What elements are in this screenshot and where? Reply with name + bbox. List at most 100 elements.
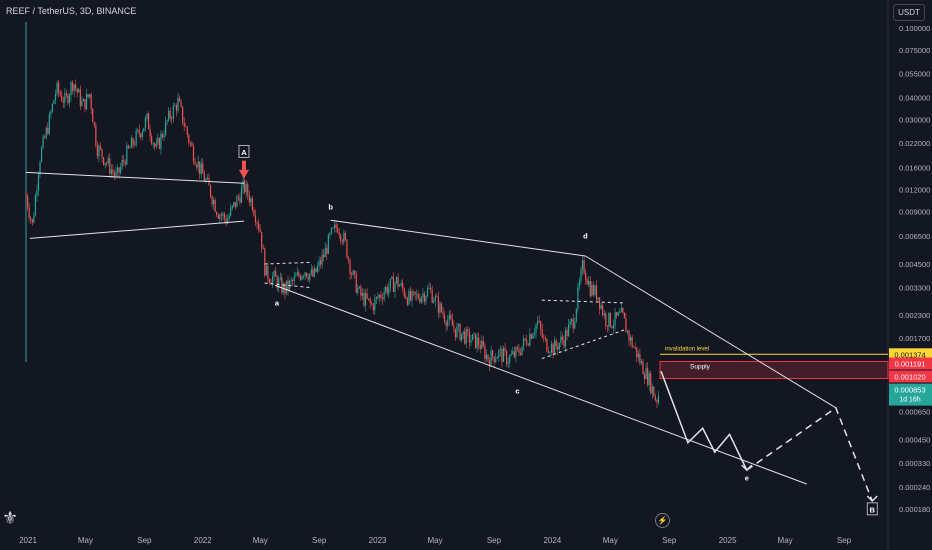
candle-body xyxy=(555,340,557,347)
candle-body xyxy=(36,190,38,196)
candle-body xyxy=(316,266,319,272)
candle-body xyxy=(600,305,602,309)
candle-body xyxy=(416,293,418,295)
candle-body xyxy=(481,340,483,349)
candle-body xyxy=(37,174,40,191)
candle-body xyxy=(501,349,503,362)
line-drawing xyxy=(585,255,837,409)
candle-body xyxy=(457,324,460,327)
candle-body xyxy=(76,88,78,93)
candle-body xyxy=(409,291,412,301)
lightning-icon[interactable]: ⚡ xyxy=(655,513,670,528)
candle-body xyxy=(389,278,391,288)
y-tick-label: 0.003300 xyxy=(899,284,930,293)
candle-body xyxy=(84,99,86,110)
candle-body xyxy=(612,324,615,329)
candle-body xyxy=(406,298,408,305)
candle-body xyxy=(538,320,540,322)
invalidation-level-label: invalidation level xyxy=(665,346,709,352)
supply-price-tag-text: 0.001020 xyxy=(894,372,925,381)
candle-body xyxy=(535,324,537,333)
candle-body xyxy=(161,133,164,138)
candle-body xyxy=(211,196,213,205)
candle-body xyxy=(259,228,261,232)
candle-body xyxy=(172,105,174,120)
candle-body xyxy=(585,272,587,280)
candle-body xyxy=(487,354,489,361)
candle-body xyxy=(518,348,520,353)
candle-body xyxy=(358,286,360,288)
candle-body xyxy=(512,351,514,355)
candle-body xyxy=(507,362,509,364)
candle-body xyxy=(67,94,69,104)
candle-body xyxy=(473,333,475,335)
candle-body xyxy=(397,276,399,287)
candle-body xyxy=(68,95,71,104)
candle-body xyxy=(346,239,348,258)
candle-body xyxy=(92,109,94,123)
candle-body xyxy=(456,326,458,338)
candle-body xyxy=(498,350,500,357)
candle-body xyxy=(598,297,601,309)
candle-body xyxy=(75,84,77,89)
candle-body xyxy=(123,159,125,162)
candle-body xyxy=(324,247,326,258)
x-tick-label: May xyxy=(253,536,268,545)
x-tick-label: May xyxy=(427,536,442,545)
supply-price-tag-text: 0.001191 xyxy=(895,360,926,369)
candle-body xyxy=(155,143,157,147)
currency-button[interactable]: USDT xyxy=(893,4,925,21)
candle-body xyxy=(233,202,235,206)
candle-body xyxy=(605,313,607,326)
wave-label-B: B xyxy=(870,505,876,514)
candle-body xyxy=(448,314,450,321)
candle-body xyxy=(312,269,314,277)
candle-body xyxy=(104,163,106,165)
candle-body xyxy=(296,272,298,276)
candle-body xyxy=(557,346,559,350)
candle-body xyxy=(200,163,202,174)
candle-body xyxy=(132,138,134,145)
candle-body xyxy=(459,324,461,341)
line-drawing xyxy=(330,219,586,257)
candle-body xyxy=(290,280,292,281)
y-tick-label: 0.006500 xyxy=(899,232,930,241)
candle-body xyxy=(626,330,629,333)
tradingview-dino-icon[interactable]: ⚜ xyxy=(2,508,19,528)
x-tick-label: Sep xyxy=(837,536,852,545)
candle-body xyxy=(530,333,532,339)
supply-price-tag xyxy=(889,357,932,370)
candle-body xyxy=(27,196,29,208)
candle-body xyxy=(219,214,221,219)
candle-body xyxy=(332,227,334,229)
candle-body xyxy=(318,260,320,267)
candle-body xyxy=(293,276,295,281)
candle-body xyxy=(591,284,593,297)
x-tick-label: May xyxy=(603,536,618,545)
candle-body xyxy=(476,337,478,349)
y-tick-label: 0.009000 xyxy=(899,207,930,216)
y-tick-label: 0.000180 xyxy=(899,505,930,514)
price-scale-bg xyxy=(888,0,932,550)
candle-body xyxy=(205,179,207,182)
candle-body xyxy=(371,302,373,305)
candle-body xyxy=(575,308,577,322)
candle-body xyxy=(340,234,342,241)
candle-body xyxy=(301,276,303,280)
candle-body xyxy=(202,163,204,174)
candle-body xyxy=(87,93,89,97)
candle-body xyxy=(352,270,354,275)
candle-body xyxy=(130,138,133,148)
candle-body xyxy=(166,120,168,121)
candle-body xyxy=(223,213,226,219)
candle-body xyxy=(474,333,477,349)
candle-body xyxy=(203,173,205,182)
candle-body xyxy=(30,217,32,220)
candle-body xyxy=(385,286,387,292)
candle-body xyxy=(197,161,199,168)
candle-body xyxy=(149,129,151,137)
candle-body xyxy=(574,321,576,329)
candle-body xyxy=(95,125,97,146)
x-tick-label: 2025 xyxy=(719,536,737,545)
